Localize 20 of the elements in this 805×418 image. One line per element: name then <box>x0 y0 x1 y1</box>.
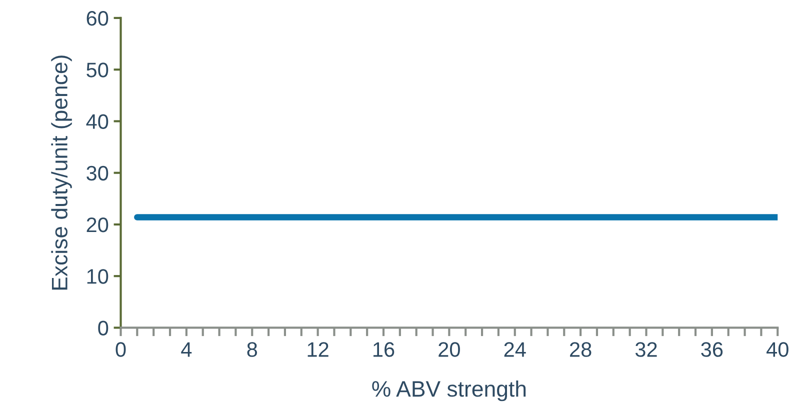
x-tick-label: 32 <box>635 342 657 357</box>
y-tick-label: 40 <box>86 114 108 129</box>
x-tick-label: 24 <box>504 342 526 357</box>
x-tick-label: 12 <box>308 342 328 357</box>
x-tick-label: 40 <box>766 342 788 357</box>
y-tick-label: 20 <box>86 217 108 232</box>
y-tick-label: 0 <box>98 320 108 336</box>
y-tick-label: 30 <box>86 166 108 181</box>
x-tick-label: 8 <box>247 342 258 357</box>
y-tick-label: 50 <box>86 62 108 78</box>
x-tick-label: 36 <box>701 342 723 357</box>
x-axis-title: % ABV strength <box>372 380 526 402</box>
y-axis-title: Excise duty/unit (pence) <box>51 56 72 290</box>
y-tick-label: 60 <box>86 10 108 26</box>
x-tick-label: 16 <box>374 342 394 357</box>
x-tick-label: 20 <box>438 342 460 357</box>
x-tick-label: 4 <box>181 342 192 357</box>
x-tick-label: 28 <box>570 342 592 357</box>
x-tick-label: 0 <box>116 342 126 357</box>
y-tick-label: 10 <box>87 269 108 284</box>
